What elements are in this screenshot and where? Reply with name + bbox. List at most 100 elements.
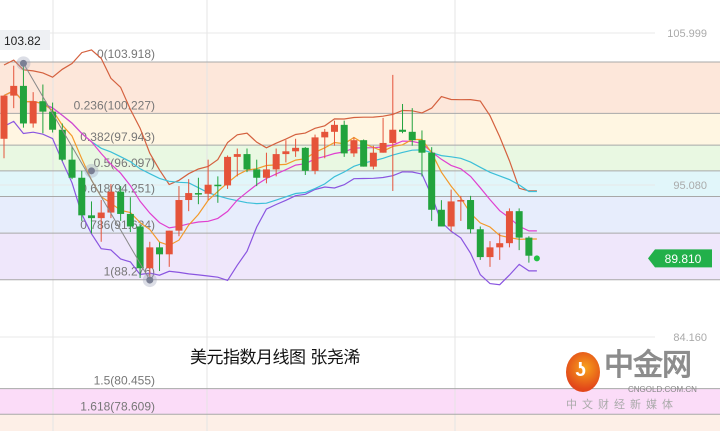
candle-body (29, 101, 37, 124)
candle (117, 186, 125, 221)
fib-label: 0.236(100.227) (74, 98, 155, 112)
candle-body (340, 124, 348, 154)
candle-body (126, 213, 134, 227)
fib-label: 0(103.918) (97, 47, 155, 61)
candle-body (49, 111, 57, 130)
candle-body (301, 147, 309, 171)
candle-body (117, 191, 125, 214)
candle (10, 65, 18, 109)
ma-mid-line (3, 90, 537, 232)
candle-body (476, 229, 484, 258)
candle-body (10, 85, 18, 96)
candle (321, 129, 329, 159)
candle-body (87, 215, 95, 219)
candle (496, 233, 504, 260)
candle-body (369, 152, 377, 167)
fib-band (0, 414, 720, 431)
candle (428, 147, 436, 221)
candle-body (467, 200, 475, 230)
candle (330, 120, 338, 146)
current-price-dot (533, 255, 540, 262)
cngold-logo: ʖ 中金网 CNGOLD.COM.CN 中文财经新媒体 (566, 348, 716, 422)
candle-body (156, 247, 164, 255)
candle-body (194, 193, 202, 195)
logo-emblem-icon: ʖ (566, 352, 600, 392)
fib-band (0, 113, 720, 146)
candle-body (97, 212, 105, 219)
candle-body (204, 184, 212, 194)
candle (447, 189, 455, 232)
candle (146, 241, 154, 281)
candle (175, 186, 183, 237)
candle (476, 226, 484, 260)
candle (253, 159, 261, 187)
candle-body (428, 152, 436, 210)
candle-body (399, 129, 407, 132)
candle (87, 201, 95, 234)
fib-anchor-point (146, 276, 154, 284)
candle (68, 146, 76, 180)
high-label-badge (0, 30, 50, 50)
candle-body (389, 129, 397, 143)
logo-domain: CNGOLD.COM.CN (628, 385, 697, 394)
candle-body (107, 191, 115, 213)
candle (350, 137, 358, 157)
candle (126, 197, 134, 233)
fib-label: 0.382(97.943) (80, 130, 155, 144)
candle-body (379, 142, 387, 153)
y-tick-label: 105.999 (667, 28, 707, 40)
candle (486, 241, 494, 267)
candle (49, 102, 57, 133)
candle (233, 148, 241, 177)
candle (78, 170, 86, 221)
candle-body (165, 230, 173, 255)
candle-body (457, 200, 465, 202)
fib-label: 0.5(96.097) (94, 156, 155, 170)
candle-body (496, 243, 504, 248)
candle-body (282, 151, 290, 155)
candle (389, 74, 397, 191)
chart-title: 美元指数月线图 张尧浠 (190, 348, 360, 368)
candle-body (437, 209, 445, 227)
fib-band (0, 145, 720, 171)
candle-body (292, 147, 300, 152)
candle-body (146, 247, 154, 269)
candle-body (136, 226, 144, 269)
candle (0, 95, 8, 159)
candle (156, 242, 164, 272)
candle (360, 139, 368, 167)
candle (292, 138, 300, 157)
band-lower-line (3, 120, 537, 286)
candle-body (525, 237, 533, 256)
fib-anchor-point (19, 59, 27, 67)
candle-body (233, 154, 241, 157)
candle-body (243, 154, 251, 170)
candle-body (486, 247, 494, 258)
logo-slogan: 中文财经新媒体 (566, 398, 678, 411)
candle (369, 145, 377, 170)
fib-connector-line (23, 63, 151, 281)
y-tick-label: 95.080 (673, 180, 707, 192)
candle (505, 208, 513, 248)
logo-name: 中金网 (604, 348, 692, 383)
current-price-label: 89.810 (665, 252, 702, 266)
candle (194, 177, 202, 205)
candle-body (515, 211, 523, 238)
band-upper-line (3, 49, 537, 192)
candle-body (321, 131, 329, 138)
fib-band (0, 388, 720, 415)
candle-body (408, 131, 416, 141)
candle-body (0, 95, 8, 139)
candle (467, 195, 475, 234)
candle (515, 208, 523, 251)
candle (399, 103, 407, 134)
candle (408, 108, 416, 146)
candle-body (418, 140, 426, 153)
candle (185, 179, 193, 212)
candle (311, 134, 319, 175)
candle-body (214, 184, 222, 187)
candle-body (311, 137, 319, 171)
candle-body (447, 201, 455, 227)
fib-anchor-point (87, 167, 95, 175)
